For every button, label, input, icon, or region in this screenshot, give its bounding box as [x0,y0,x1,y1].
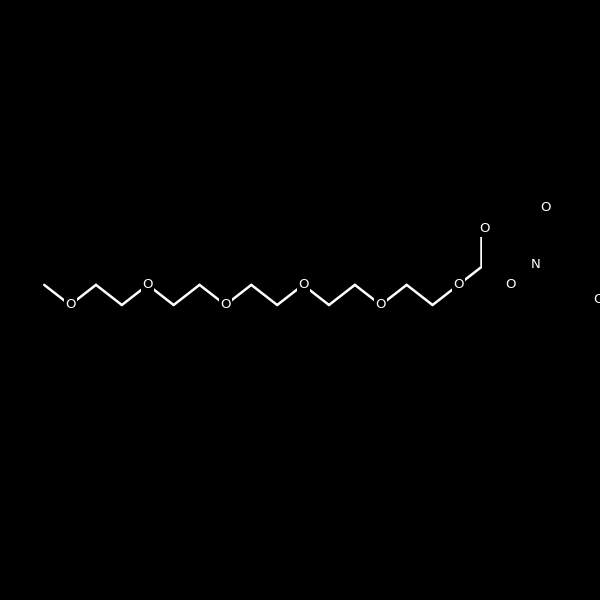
Text: N: N [531,258,541,271]
Text: N: N [531,258,541,271]
Text: O: O [298,278,308,292]
Text: O: O [453,278,464,292]
Text: O: O [505,278,515,292]
Text: O: O [143,278,153,292]
Text: O: O [593,293,600,307]
Text: O: O [540,202,550,214]
Text: O: O [65,298,76,311]
Text: O: O [479,222,490,235]
Text: O: O [220,298,230,311]
Text: O: O [376,298,386,311]
